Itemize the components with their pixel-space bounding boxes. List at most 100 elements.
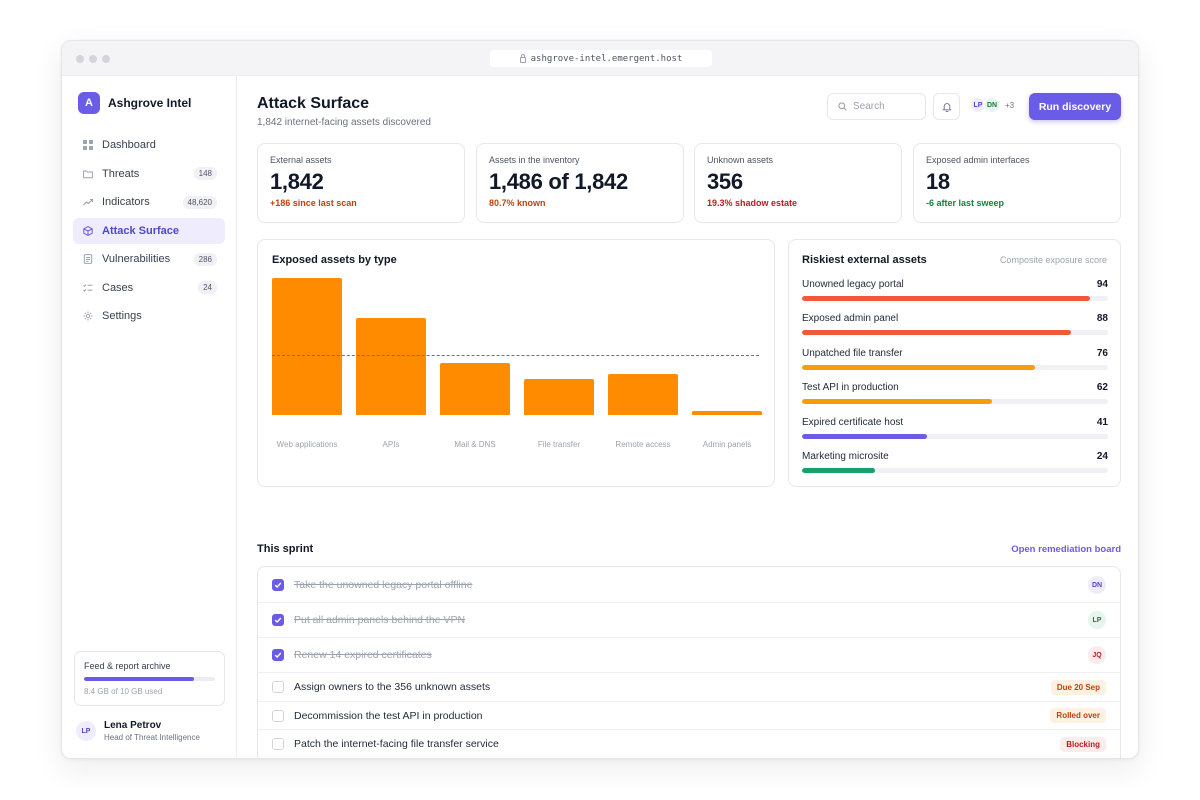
stat-label: Assets in the inventory xyxy=(489,155,580,165)
risk-item[interactable]: Exposed admin panel 88 xyxy=(802,313,1108,336)
brand-logo: A xyxy=(78,92,100,114)
search-input[interactable]: Search xyxy=(827,93,926,120)
risk-item[interactable]: Unowned legacy portal 94 xyxy=(802,279,1108,301)
risk-item-name: Test API in production xyxy=(802,382,899,394)
app-window: ashgrove-intel.emergent.host A Ashgrove … xyxy=(61,40,1139,759)
sidebar-item-label: Dashboard xyxy=(102,139,156,151)
sidebar-item-dashboard[interactable]: Dashboard xyxy=(73,132,225,158)
chart-category-label: Remote access xyxy=(615,440,671,449)
open-remediation-board-link[interactable]: Open remediation board xyxy=(1011,544,1121,555)
task-checkbox[interactable] xyxy=(272,709,284,722)
risk-item[interactable]: Marketing microsite 24 xyxy=(802,451,1108,473)
sidebar-item-label: Settings xyxy=(102,310,142,322)
chart-bar[interactable] xyxy=(440,362,510,415)
risk-bar-fill xyxy=(802,330,1072,336)
trend-icon xyxy=(83,197,93,207)
stat-card-inventory: Assets in the inventory 1,486 of 1,842 8… xyxy=(476,143,684,223)
sidebar-item-label: Threats xyxy=(102,167,140,180)
task-row[interactable]: Patch the internet-facing file transfer … xyxy=(258,730,1120,758)
risk-item-score: 41 xyxy=(1096,416,1108,428)
storage-title: Feed & report archive xyxy=(84,661,171,671)
run-discovery-button[interactable]: Run discovery xyxy=(1029,93,1121,120)
risk-bar-fill xyxy=(802,433,928,439)
risk-item-score: 88 xyxy=(1096,313,1108,325)
stat-value: 356 xyxy=(707,169,743,194)
task-text: Renew 14 expired certificates xyxy=(294,649,432,661)
sidebar-item-settings[interactable]: Settings xyxy=(73,303,225,329)
risk-item-name: Unpatched file transfer xyxy=(802,347,903,359)
task-list: Take the unowned legacy portal offline DN… xyxy=(257,566,1121,758)
sidebar-item-attack-surface[interactable]: Attack Surface xyxy=(73,217,225,244)
sidebar-item-label: Indicators xyxy=(102,196,150,208)
chart-title: Exposed assets by type xyxy=(272,254,397,266)
stat-delta: +186 since last scan xyxy=(270,198,357,208)
lock-icon xyxy=(519,53,526,63)
chart-bar[interactable] xyxy=(608,374,678,415)
stat-card-admin-interfaces: Exposed admin interfaces 18 -6 after las… xyxy=(913,143,1121,223)
task-text: Decommission the test API in production xyxy=(294,709,483,722)
storage-bar xyxy=(84,677,215,681)
brand[interactable]: A Ashgrove Intel xyxy=(78,92,191,114)
riskiest-assets-card: Riskiest external assets Composite expos… xyxy=(788,239,1121,487)
task-row[interactable]: Take the unowned legacy portal offline DN xyxy=(258,568,1120,603)
notifications-button[interactable] xyxy=(933,93,960,120)
task-row[interactable]: Decommission the test API in production R… xyxy=(258,702,1120,730)
task-row[interactable]: Renew 14 expired certificates JQ xyxy=(258,638,1120,673)
folder-icon xyxy=(83,169,93,179)
storage-widget[interactable]: Feed & report archive 8.4 GB of 10 GB us… xyxy=(74,651,225,706)
risk-bar xyxy=(802,296,1108,301)
risk-bar xyxy=(802,433,1108,439)
checkmark-icon xyxy=(274,617,282,623)
chart-bar[interactable] xyxy=(524,378,594,415)
task-text: Take the unowned legacy portal offline xyxy=(294,579,473,591)
window-close-dot[interactable] xyxy=(76,55,84,63)
risk-item-name: Unowned legacy portal xyxy=(802,279,904,290)
user-profile[interactable]: LP Lena Petrov Head of Threat Intelligen… xyxy=(76,720,200,742)
task-checkbox[interactable] xyxy=(272,738,284,750)
risk-item[interactable]: Unpatched file transfer 76 xyxy=(802,348,1108,370)
stat-card-unknown-assets: Unknown assets 356 19.3% shadow estate xyxy=(694,143,902,223)
risk-title: Riskiest external assets xyxy=(802,254,927,266)
risk-item[interactable]: Expired certificate host 41 xyxy=(802,417,1108,439)
sidebar-nav: Dashboard Threats 148 Indicators 48,620 xyxy=(73,132,225,332)
task-text: Put all admin panels behind the VPN xyxy=(294,614,466,626)
window-minimize-dot[interactable] xyxy=(89,55,97,63)
search-icon xyxy=(838,102,847,111)
cube-icon xyxy=(83,225,93,236)
sprint-title: This sprint xyxy=(257,543,314,555)
stat-label: External assets xyxy=(270,155,332,165)
window-maximize-dot[interactable] xyxy=(102,55,110,63)
sidebar-item-threats[interactable]: Threats 148 xyxy=(73,161,225,187)
sidebar-item-count: 24 xyxy=(198,281,217,294)
user-role: Head of Threat Intelligence xyxy=(104,733,200,742)
team-more-count: +3 xyxy=(1005,100,1015,110)
chart-bar[interactable] xyxy=(692,411,762,415)
stat-value: 1,842 xyxy=(270,169,324,194)
sidebar-item-vulnerabilities[interactable]: Vulnerabilities 286 xyxy=(73,246,225,272)
page-subtitle: 1,842 internet-facing assets discovered xyxy=(257,117,431,128)
grid-icon xyxy=(83,140,93,150)
chart-bar[interactable] xyxy=(272,277,342,415)
task-row[interactable]: Assign owners to the 356 unknown assets D… xyxy=(258,673,1120,702)
task-checkbox[interactable] xyxy=(272,681,284,693)
task-row[interactable]: Put all admin panels behind the VPN LP xyxy=(258,603,1120,638)
task-checkbox[interactable] xyxy=(272,614,284,626)
search-placeholder: Search xyxy=(853,101,885,112)
address-bar[interactable]: ashgrove-intel.emergent.host xyxy=(490,50,712,67)
team-avatars[interactable]: LP DN +3 xyxy=(969,96,1014,114)
avatar: LP xyxy=(76,721,96,741)
risk-item[interactable]: Test API in production 62 xyxy=(802,382,1108,405)
risk-bar xyxy=(802,330,1108,336)
avatar: LP xyxy=(1088,611,1106,629)
sidebar-item-cases[interactable]: Cases 24 xyxy=(73,275,225,301)
avatar: DN xyxy=(1088,576,1106,594)
gear-icon xyxy=(83,311,93,321)
chart-category-label: Mail & DNS xyxy=(454,440,496,449)
risk-item-name: Marketing microsite xyxy=(802,451,889,462)
chart-bar[interactable] xyxy=(356,317,426,415)
task-checkbox[interactable] xyxy=(272,649,284,661)
main-content: Attack Surface 1,842 internet-facing ass… xyxy=(238,76,1138,758)
task-checkbox[interactable] xyxy=(272,579,284,591)
sidebar-item-label: Attack Surface xyxy=(102,224,180,237)
sidebar-item-indicators[interactable]: Indicators 48,620 xyxy=(73,189,225,215)
